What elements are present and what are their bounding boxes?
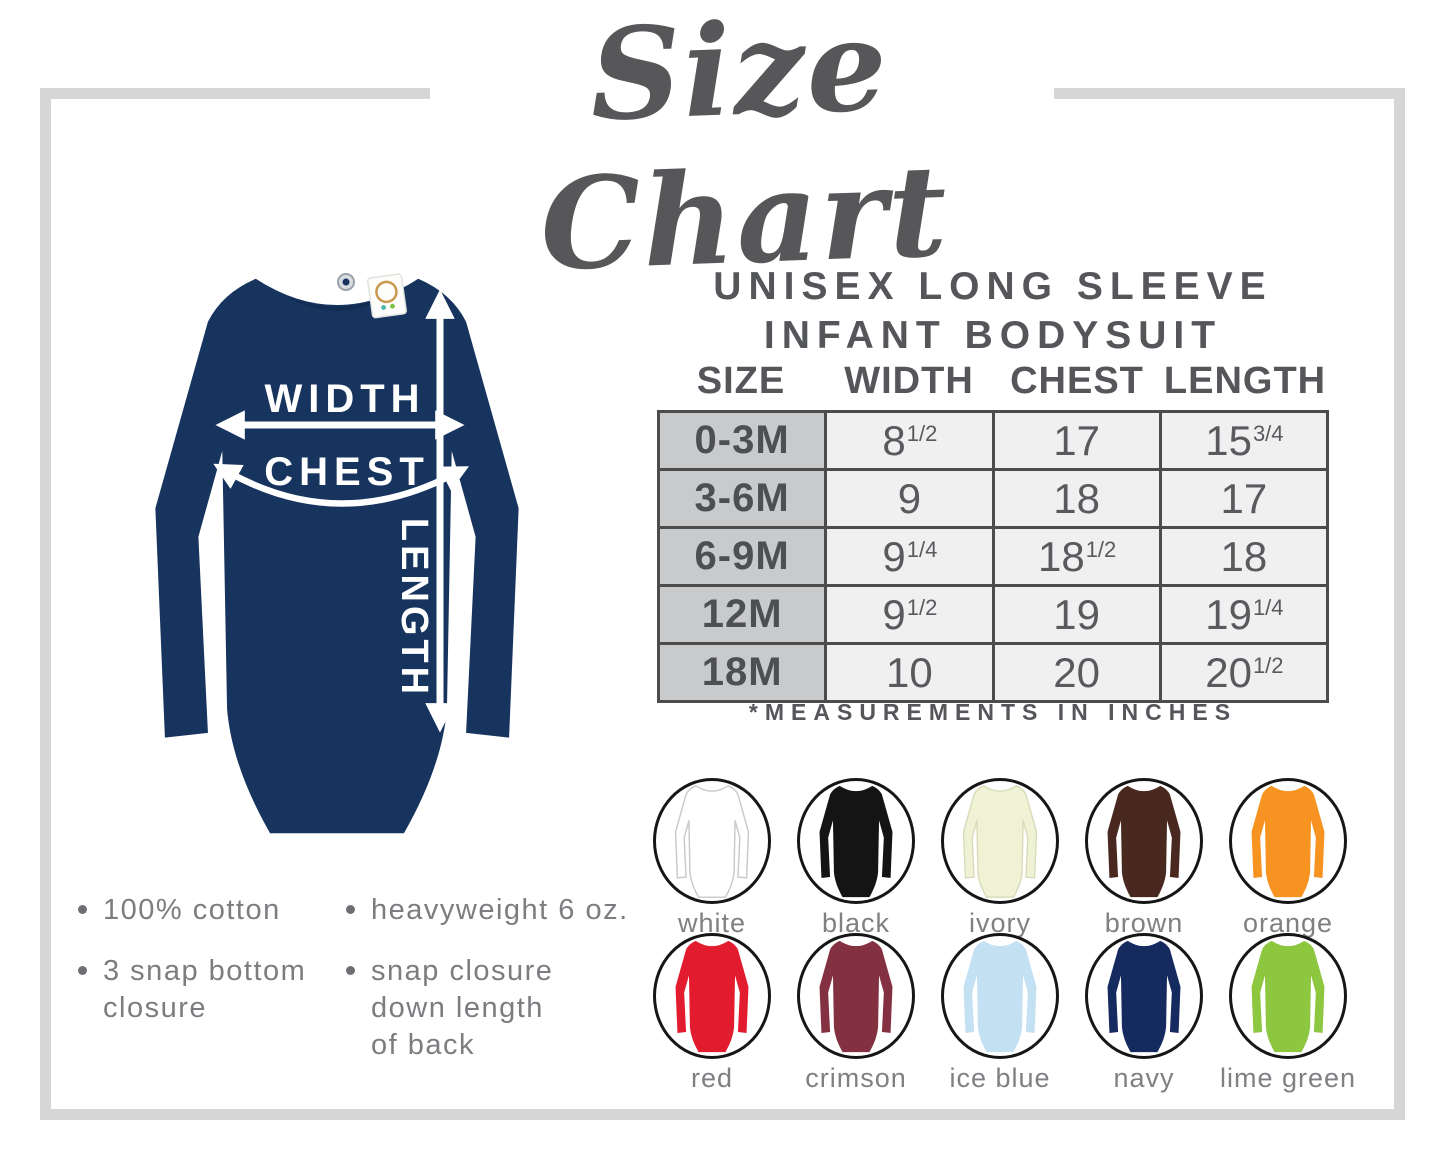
- color-name: red: [690, 1063, 734, 1093]
- color-name: ice blue: [949, 1063, 1051, 1093]
- feature-text: snap closure down length of back: [371, 955, 554, 1061]
- product-heading: UNISEX LONG SLEEVE INFANT BODYSUIT: [650, 262, 1336, 360]
- col-header-width: WIDTH: [844, 360, 974, 402]
- color-swatch-black: black: [784, 778, 928, 939]
- width-cell: 81/2: [824, 410, 995, 471]
- title-background: [430, 0, 1054, 205]
- color-swatch-orange: orange: [1216, 778, 1360, 939]
- width-label: WIDTH: [264, 377, 425, 421]
- color-swatch-navy: navy: [1072, 933, 1216, 1094]
- bodysuit-icon: [952, 780, 1048, 903]
- chest-label: CHEST: [264, 450, 430, 494]
- length-label: LENGTH: [393, 518, 435, 698]
- length-cell: 153/4: [1158, 410, 1330, 471]
- col-header-chest: CHEST: [1010, 360, 1144, 402]
- size-cell: 0-3M: [656, 410, 828, 471]
- bodysuit-icon: [664, 780, 760, 903]
- size-cell: 3-6M: [656, 468, 828, 529]
- length-cell: 17: [1158, 468, 1330, 529]
- size-table-row: 12M 91/2 19 191/4: [656, 584, 1330, 645]
- table-column-headers: SIZE WIDTH CHEST LENGTH: [657, 360, 1329, 403]
- product-heading-line1: UNISEX LONG SLEEVE: [713, 265, 1273, 308]
- bullet-dot: [78, 966, 87, 975]
- feature-text: 3 snap bottom closure: [103, 955, 307, 1024]
- color-name: crimson: [805, 1063, 907, 1093]
- chest-cell: 19: [991, 584, 1162, 645]
- dimension-arrows: [213, 289, 470, 733]
- swatch-circle: [1085, 778, 1203, 904]
- feature-text: 100% cotton: [103, 894, 281, 926]
- size-cell: 6-9M: [656, 526, 828, 587]
- measurements-footnote: *MEASUREMENTS IN INCHES: [748, 699, 1238, 725]
- length-cell: 18: [1158, 526, 1330, 587]
- measurement-diagram: WIDTH CHEST LENGTH: [155, 273, 519, 834]
- size-table-row: 18M 10 20 201/2: [656, 642, 1330, 703]
- swatch-circle: [653, 778, 771, 904]
- swatch-circle: [797, 778, 915, 904]
- neck-opening: [270, 285, 405, 311]
- bullet-dot: [78, 905, 87, 914]
- swatch-circle: [941, 778, 1059, 904]
- page-title: Size Chart: [538, 0, 952, 300]
- chest-cell: 20: [991, 642, 1162, 703]
- feature-item: 3 snap bottom closure: [78, 953, 340, 1027]
- chest-cell: 181/2: [991, 526, 1162, 587]
- width-cell: 9: [824, 468, 995, 529]
- color-swatch-ice-blue: ice blue: [928, 933, 1072, 1094]
- col-header-length: LENGTH: [1163, 360, 1327, 402]
- col-header-size: SIZE: [696, 360, 786, 402]
- bodysuit-icon: [952, 935, 1048, 1058]
- length-cell: 201/2: [1158, 642, 1330, 703]
- swatch-circle: [653, 933, 771, 1059]
- bullet-dot: [346, 966, 355, 975]
- size-table: 0-3M 81/2 17 153/4 3-6M 9 18 17 6-9M 91/…: [656, 410, 1330, 703]
- neck-snap: [337, 273, 355, 291]
- feature-column-1: 100% cotton 3 snap bottom closure: [78, 892, 340, 1051]
- feature-item: snap closure down length of back: [346, 953, 646, 1064]
- swatch-circle: [1229, 778, 1347, 904]
- swatch-circle: [941, 933, 1059, 1059]
- size-table-row: 3-6M 9 18 17: [656, 468, 1330, 529]
- feature-text: heavyweight 6 oz.: [371, 894, 629, 926]
- bodysuit-icon: [1240, 780, 1336, 903]
- swatch-circle: [1229, 933, 1347, 1059]
- bodysuit-illustration: [155, 278, 519, 834]
- color-swatch-crimson: crimson: [784, 933, 928, 1094]
- color-swatch-brown: brown: [1072, 778, 1216, 939]
- bodysuit-icon: [1096, 780, 1192, 903]
- color-swatch-ivory: ivory: [928, 778, 1072, 939]
- color-name: lime green: [1219, 1063, 1357, 1093]
- bodysuit-icon: [808, 935, 904, 1058]
- bodysuit-icon: [664, 935, 760, 1058]
- feature-column-2: heavyweight 6 oz. snap closure down lengt…: [346, 892, 646, 1088]
- color-swatch-red: red: [640, 933, 784, 1094]
- width-cell: 10: [824, 642, 995, 703]
- product-heading-line2: INFANT BODYSUIT: [763, 314, 1223, 357]
- chest-cell: 18: [991, 468, 1162, 529]
- bodysuit-icon: [1240, 935, 1336, 1058]
- color-swatch-white: white: [640, 778, 784, 939]
- size-table-row: 6-9M 91/4 181/2 18: [656, 526, 1330, 587]
- size-table-row: 0-3M 81/2 17 153/4: [656, 410, 1330, 471]
- feature-item: 100% cotton: [78, 892, 340, 929]
- bodysuit-icon: [1096, 935, 1192, 1058]
- swatch-circle: [797, 933, 915, 1059]
- size-cell: 12M: [656, 584, 828, 645]
- width-cell: 91/4: [824, 526, 995, 587]
- chest-cell: 17: [991, 410, 1162, 471]
- feature-item: heavyweight 6 oz.: [346, 892, 646, 929]
- color-swatch-lime-green: lime green: [1216, 933, 1360, 1094]
- length-cell: 191/4: [1158, 584, 1330, 645]
- color-swatch-row-2: red crimson ice blue navy: [640, 933, 1360, 1094]
- chest-arrow: [213, 463, 470, 507]
- bodysuit-icon: [808, 780, 904, 903]
- width-cell: 91/2: [824, 584, 995, 645]
- bullet-dot: [346, 905, 355, 914]
- size-cell: 18M: [656, 642, 828, 703]
- color-name: navy: [1113, 1063, 1175, 1093]
- swatch-circle: [1085, 933, 1203, 1059]
- neck-tag: [367, 273, 407, 319]
- color-swatch-row-1: white black ivory brown: [640, 778, 1360, 939]
